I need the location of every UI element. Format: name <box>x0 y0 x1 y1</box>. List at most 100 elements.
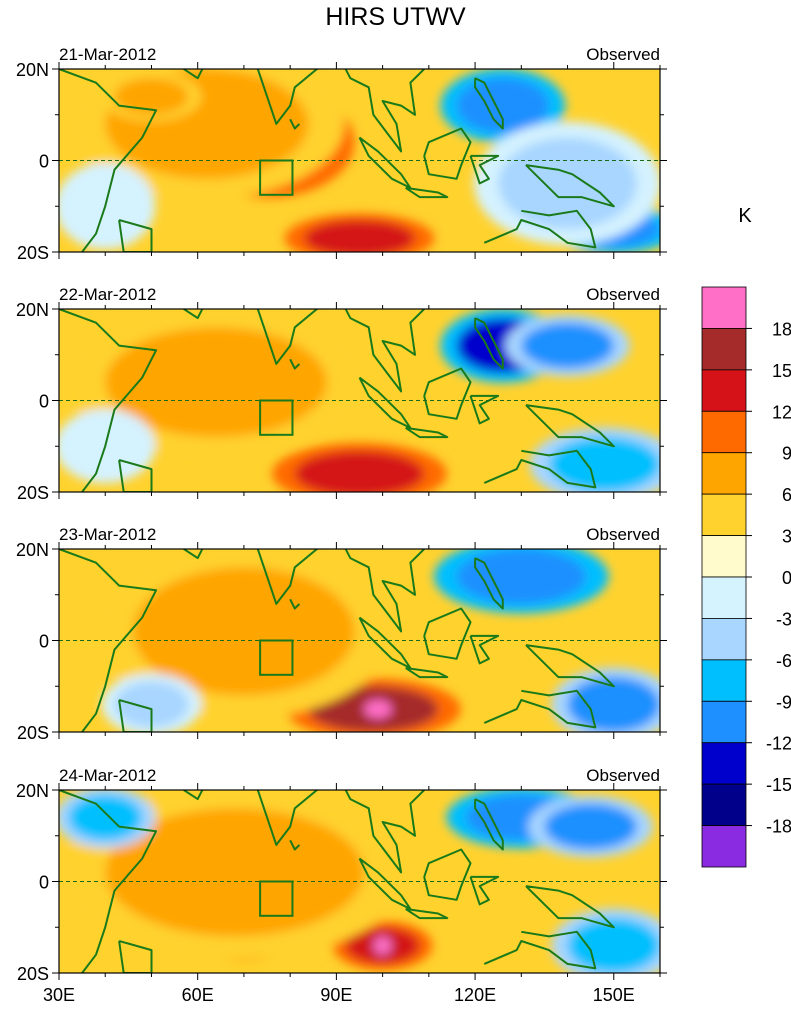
anomaly-blob <box>456 549 587 604</box>
anomaly-blob <box>521 322 614 369</box>
anomaly-blob <box>105 808 365 937</box>
colorbar-label: 9 <box>782 444 791 464</box>
coastline <box>59 549 158 732</box>
panel-label: Observed <box>586 285 660 304</box>
y-tick-label: 0 <box>39 392 49 412</box>
coastline <box>423 848 472 901</box>
colorbar-swatch <box>701 576 747 619</box>
map-panels: 20N 0 20S 21-Mar-2012 Observed 20N 0 20S 22-Mar-… <box>16 45 667 984</box>
y-tick-label: 20N <box>16 60 49 80</box>
coastline <box>59 69 158 252</box>
coastline <box>423 607 472 660</box>
colorbar-label: -9 <box>776 692 791 712</box>
coastline <box>183 69 204 80</box>
coastline <box>469 875 500 906</box>
anomaly-blob <box>456 78 550 134</box>
region-box <box>259 159 294 196</box>
map-panel: 20N 0 20S 24-Mar-2012 Observed <box>16 766 667 984</box>
coastline <box>483 209 597 249</box>
y-tick-label: 20S <box>17 243 49 263</box>
coastline <box>405 667 449 679</box>
figure-title: HIRS UTWV <box>325 3 466 31</box>
coastline <box>474 77 504 130</box>
coastline <box>405 908 449 920</box>
colorbar-label: 12 <box>772 402 791 422</box>
anomaly-blob <box>132 567 355 696</box>
coastline <box>469 154 500 185</box>
y-tick-label: 20S <box>17 723 49 743</box>
x-tick-label: 120E <box>454 985 496 1005</box>
colorbar-label: 3 <box>782 527 791 547</box>
y-tick-label: 20N <box>16 540 49 560</box>
coastline <box>474 557 504 610</box>
y-tick-label: 0 <box>39 152 49 172</box>
coastline <box>423 127 472 180</box>
panel-label: Observed <box>586 766 660 785</box>
anomaly-blob <box>567 677 660 732</box>
panel-date: 24-Mar-2012 <box>59 766 156 785</box>
coastline <box>255 309 425 393</box>
anomaly-blob <box>549 437 660 492</box>
coastline <box>483 449 597 489</box>
coastline <box>289 358 301 370</box>
panel-date: 21-Mar-2012 <box>59 45 156 64</box>
colorbar-label: 0 <box>782 568 791 588</box>
colorbar-label: -15 <box>766 775 791 795</box>
y-tick-label: 20N <box>16 781 49 801</box>
coastline <box>59 309 158 492</box>
coastline <box>483 689 597 729</box>
coastline <box>289 839 301 851</box>
colorbar-label: -18 <box>766 817 791 837</box>
coastline <box>255 790 425 874</box>
coastline <box>255 549 425 633</box>
colorbar-swatch <box>701 783 747 826</box>
colorbar-swatch <box>701 410 747 454</box>
region-box <box>259 399 294 436</box>
coastline <box>118 940 153 973</box>
y-tick-label: 20S <box>17 964 49 984</box>
anomaly-blob <box>373 936 392 955</box>
coastlines <box>59 69 615 252</box>
colorbar-swatch <box>701 286 747 329</box>
coastline <box>59 790 158 973</box>
coastline <box>525 644 615 688</box>
coastline <box>405 426 449 439</box>
map-panel: 20N 0 20S 23-Mar-2012 Observed <box>16 525 667 743</box>
coastline <box>118 459 153 492</box>
colorbar-units: K <box>738 205 752 227</box>
colorbar-label: 6 <box>782 485 791 505</box>
coastline <box>289 118 301 130</box>
coastline <box>405 186 449 199</box>
coastline <box>525 885 615 929</box>
field-layer <box>59 69 660 252</box>
panel-label: Observed <box>586 45 660 64</box>
colorbar-swatch <box>701 452 747 495</box>
field-layer <box>59 549 660 732</box>
colorbar-swatch <box>701 618 747 661</box>
map-panel: 20N 0 20S 22-Mar-2012 Observed <box>16 285 667 503</box>
panel-date: 22-Mar-2012 <box>59 285 156 304</box>
colorbar-label: -12 <box>766 734 791 754</box>
colorbar-label: 18 <box>772 319 791 339</box>
coastlines <box>59 549 615 732</box>
y-tick-label: 0 <box>39 632 49 652</box>
field-layer <box>59 309 660 492</box>
coastline <box>289 598 301 610</box>
y-tick-label: 20N <box>16 300 49 320</box>
colorbar: 18 15 12 9 6 3 0 -3 -6 -9 -12 -15 -18 K <box>701 205 791 868</box>
y-tick-label: 20S <box>17 483 49 503</box>
x-tick-label: 150E <box>593 985 635 1005</box>
coastline <box>525 164 615 208</box>
longitude-axis: 30E 60E 90E 120E 150E <box>43 985 635 1005</box>
coastline <box>525 404 615 448</box>
anomaly-blob <box>364 699 392 719</box>
coastlines <box>59 309 615 492</box>
coastline <box>118 219 153 252</box>
coastline <box>483 930 597 970</box>
region-box <box>259 880 294 917</box>
coastline <box>474 317 504 370</box>
coastline <box>469 394 500 425</box>
colorbar-swatch <box>701 369 747 412</box>
panel-label: Observed <box>586 525 660 544</box>
